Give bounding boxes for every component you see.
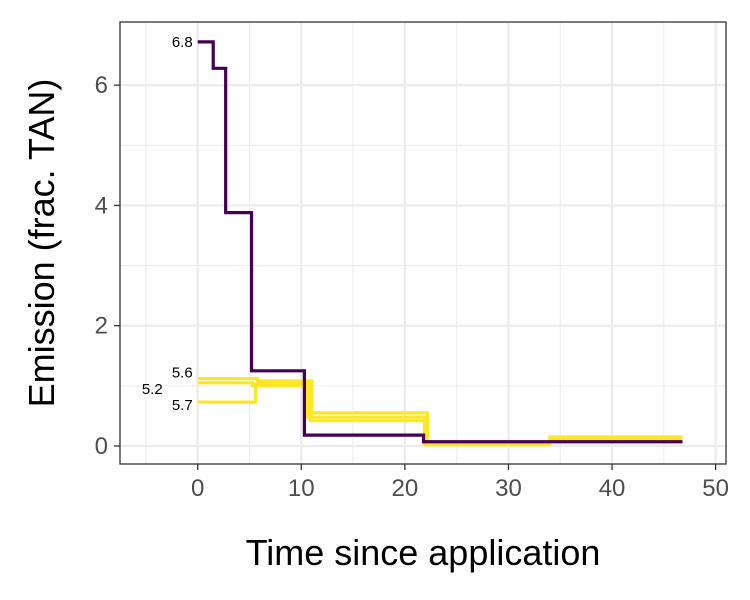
x-axis-title: Time since application [246, 532, 601, 573]
x-tick-label: 0 [191, 475, 204, 502]
y-tick-label: 6 [95, 72, 108, 99]
series-line-6.8 [197, 40, 683, 444]
x-tick-label: 30 [495, 475, 522, 502]
plot-border [119, 21, 727, 465]
start-labels: 6.8 5.6 5.2 5.7 [142, 34, 193, 414]
minor-gridlines [120, 22, 726, 464]
x-tick-label: 20 [392, 475, 419, 502]
x-tick-label: 50 [702, 475, 729, 502]
y-tick-label: 2 [95, 313, 108, 340]
x-tick-label: 40 [599, 475, 626, 502]
major-gridlines [120, 22, 726, 464]
y-axis-title: Emission (frac. TAN) [21, 79, 62, 408]
start-label-6.8: 6.8 [172, 34, 193, 51]
plot-background [120, 22, 726, 464]
series-layer [197, 40, 683, 447]
y-tick-label: 4 [95, 192, 108, 219]
x-axis-ticks: 0 10 20 30 40 50 [191, 464, 729, 502]
start-label-5.2: 5.2 [142, 381, 163, 398]
start-label-5.6: 5.6 [172, 365, 193, 382]
start-label-5.7: 5.7 [172, 397, 193, 414]
y-axis-ticks: 0 2 4 6 [95, 72, 120, 460]
x-tick-label: 10 [288, 475, 315, 502]
y-tick-label: 0 [95, 433, 108, 460]
